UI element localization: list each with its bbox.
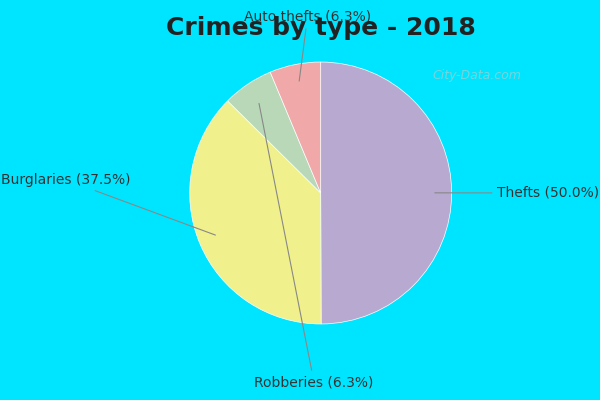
Wedge shape bbox=[270, 62, 320, 193]
Wedge shape bbox=[320, 62, 452, 324]
Title: Crimes by type - 2018: Crimes by type - 2018 bbox=[166, 16, 476, 40]
Wedge shape bbox=[227, 72, 320, 193]
Text: Burglaries (37.5%): Burglaries (37.5%) bbox=[1, 173, 215, 235]
Text: City-Data.com: City-Data.com bbox=[433, 69, 521, 82]
Wedge shape bbox=[190, 101, 321, 324]
Text: Thefts (50.0%): Thefts (50.0%) bbox=[435, 186, 599, 200]
Text: Robberies (6.3%): Robberies (6.3%) bbox=[254, 104, 374, 390]
Text: Auto thefts (6.3%): Auto thefts (6.3%) bbox=[244, 9, 371, 81]
